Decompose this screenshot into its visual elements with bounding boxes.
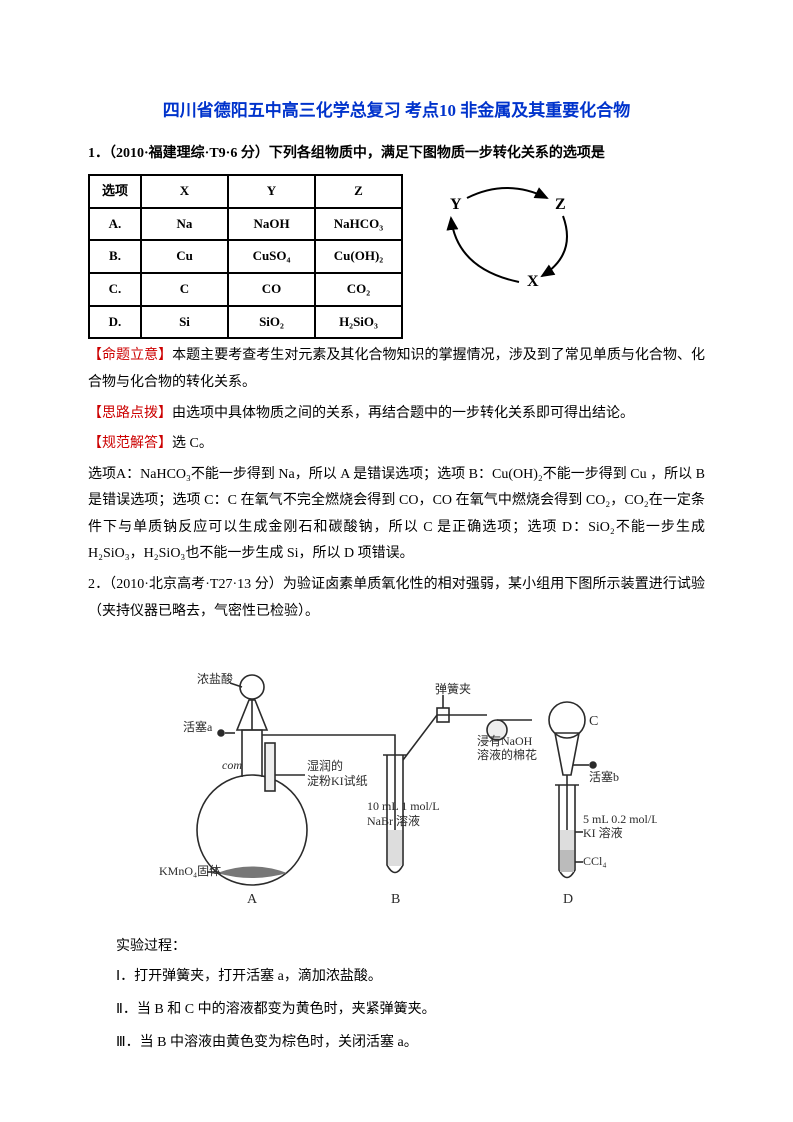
- q1-figure-row: 选项 X Y Z A. Na NaOH NaHCO₃ B. Cu CuSO₄ C…: [88, 174, 705, 339]
- svg-text:溶液的棉花: 溶液的棉花: [477, 747, 537, 762]
- q1-answer: 【规范解答】选 C。: [88, 431, 705, 458]
- svg-text:淀粉KI试纸: 淀粉KI试纸: [307, 773, 368, 788]
- page: 四川省德阳五中高三化学总复习 考点10 非金属及其重要化合物 1．（2010·福…: [0, 0, 793, 1122]
- page-title: 四川省德阳五中高三化学总复习 考点10 非金属及其重要化合物: [88, 95, 705, 127]
- svg-text:10 mL 1 mol/L: 10 mL 1 mol/L: [367, 799, 440, 813]
- svg-text:浓盐酸: 浓盐酸: [197, 671, 233, 686]
- svg-text:D: D: [563, 892, 573, 907]
- svg-text:C: C: [589, 714, 598, 729]
- svg-text:KI 溶液: KI 溶液: [583, 825, 623, 840]
- svg-text:湿润的: 湿润的: [307, 758, 343, 773]
- svg-text:5 mL 0.2 mol/L: 5 mL 0.2 mol/L: [583, 812, 657, 826]
- process-title: 实验过程：: [88, 934, 705, 961]
- step-3: Ⅲ．当 B 中溶液由黄色变为棕色时，关闭活塞 a。: [116, 1030, 705, 1057]
- intent-label: 【命题立意】: [88, 348, 172, 363]
- svg-text:com: com: [222, 758, 242, 772]
- answer-text: 选 C。: [172, 436, 213, 451]
- cycle-label-y: Y: [450, 196, 462, 213]
- table-row: B. Cu CuSO₄ Cu(OH)₂: [89, 240, 402, 273]
- q2-apparatus: 浓盐酸 活塞a com 湿润的 淀粉KI试纸 KMnO₄固体 A 10 mL 1…: [88, 635, 705, 926]
- apparatus-svg: 浓盐酸 活塞a com 湿润的 淀粉KI试纸 KMnO₄固体 A 10 mL 1…: [137, 635, 657, 915]
- q1-cycle-diagram: Y Z X: [427, 174, 587, 304]
- svg-text:A: A: [247, 892, 258, 907]
- th-y: Y: [228, 175, 315, 208]
- svg-text:活塞b: 活塞b: [589, 769, 619, 784]
- th-z: Z: [315, 175, 402, 208]
- cycle-label-x: X: [527, 273, 539, 290]
- table-row: D. Si SiO₂ H₂SiO₃: [89, 306, 402, 339]
- svg-text:KMnO₄固体: KMnO₄固体: [159, 864, 221, 878]
- q1-hint: 【思路点拨】由选项中具体物质之间的关系，再结合题中的一步转化关系即可得出结论。: [88, 401, 705, 428]
- process-steps: Ⅰ．打开弹簧夹，打开活塞 a，滴加浓盐酸。 Ⅱ．当 B 和 C 中的溶液都变为黄…: [116, 964, 705, 1056]
- step-2: Ⅱ．当 B 和 C 中的溶液都变为黄色时，夹紧弹簧夹。: [116, 997, 705, 1024]
- hint-label: 【思路点拨】: [88, 406, 172, 421]
- svg-text:NaBr 溶液: NaBr 溶液: [367, 813, 420, 828]
- table-row: A. Na NaOH NaHCO₃: [89, 208, 402, 241]
- answer-label: 【规范解答】: [88, 436, 172, 451]
- svg-text:弹簧夹: 弹簧夹: [435, 681, 471, 696]
- intent-text: 本题主要考查考生对元素及其化合物知识的掌握情况，涉及到了常见单质与化合物、化合物…: [88, 348, 705, 390]
- q1-intent: 【命题立意】本题主要考查考生对元素及其化合物知识的掌握情况，涉及到了常见单质与化…: [88, 343, 705, 396]
- q1-explain: 选项A：NaHCO₃不能一步得到 Na，所以 A 是错误选项；选项 B：Cu(O…: [88, 462, 705, 568]
- hint-text: 由选项中具体物质之间的关系，再结合题中的一步转化关系即可得出结论。: [172, 406, 634, 421]
- svg-text:活塞a: 活塞a: [183, 719, 213, 734]
- cycle-label-z: Z: [555, 196, 566, 213]
- table-row: C. C CO CO₂: [89, 273, 402, 306]
- table-header-row: 选项 X Y Z: [89, 175, 402, 208]
- svg-text:B: B: [391, 892, 400, 907]
- svg-text:CCl₄: CCl₄: [583, 854, 607, 868]
- q1-stem: 1．（2010·福建理综·T9·6 分）下列各组物质中，满足下图物质一步转化关系…: [88, 141, 705, 168]
- th-option: 选项: [89, 175, 141, 208]
- svg-text:浸有NaOH: 浸有NaOH: [477, 734, 533, 748]
- q1-table: 选项 X Y Z A. Na NaOH NaHCO₃ B. Cu CuSO₄ C…: [88, 174, 403, 339]
- th-x: X: [141, 175, 228, 208]
- q2-stem: 2．（2010·北京高考·T27·13 分）为验证卤素单质氧化性的相对强弱，某小…: [88, 572, 705, 625]
- step-1: Ⅰ．打开弹簧夹，打开活塞 a，滴加浓盐酸。: [116, 964, 705, 991]
